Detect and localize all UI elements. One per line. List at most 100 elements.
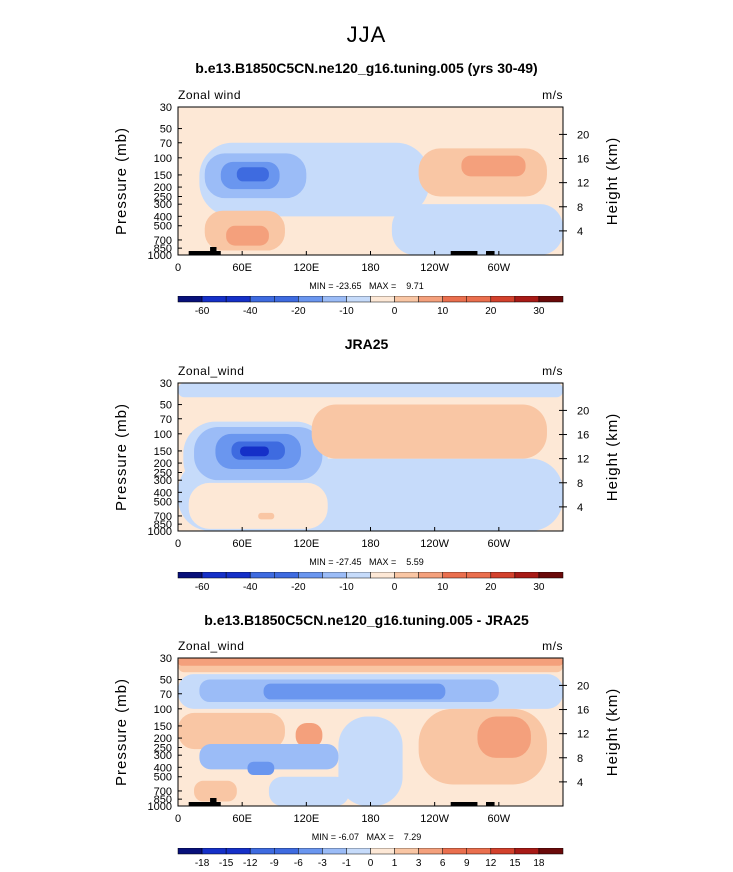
y2-axis-label: Height (km) — [604, 137, 621, 226]
y-tick-label: 850 — [154, 243, 172, 255]
colorbar-swatch — [442, 296, 467, 303]
y-tick-label: 850 — [154, 519, 172, 531]
y-tick-label: 100 — [154, 153, 172, 165]
min-max-stats: MIN = -6.07 MAX = 7.29 — [311, 832, 422, 842]
y-tick-label: 500 — [154, 772, 172, 784]
colorbar-swatch — [201, 296, 227, 303]
colorbar-swatch — [177, 848, 203, 855]
y-tick-label: 1000 — [148, 526, 172, 538]
colorbar-label: -10 — [339, 582, 354, 593]
contour-region — [295, 723, 323, 748]
y2-tick-label: 12 — [577, 729, 589, 741]
colorbar: -60 -40 -20 -10 0 10 20 30 — [177, 296, 564, 317]
colorbar-label: 30 — [533, 306, 545, 317]
colorbar: -60 -40 -20 -10 0 10 20 30 — [177, 572, 564, 593]
colorbar-label: -12 — [243, 858, 258, 869]
y-tick-label: 1000 — [148, 801, 172, 813]
colorbar-swatch — [490, 296, 516, 303]
contour-region — [477, 716, 531, 758]
y-tick-label: 850 — [154, 794, 172, 806]
y2-axis-label: Height (km) — [604, 413, 621, 502]
x-tick-label: 60W — [488, 262, 511, 274]
colorbar-swatch — [394, 572, 419, 579]
x-tick-label: 120E — [293, 262, 319, 274]
colorbar-label: 1 — [392, 858, 398, 869]
y-tick-label: 200 — [154, 182, 172, 194]
colorbar-label: -18 — [195, 858, 210, 869]
colorbar-swatch — [418, 296, 443, 303]
topography-mask — [188, 251, 221, 255]
x-tick-label: 0 — [175, 813, 181, 825]
x-tick-label: 60W — [488, 538, 511, 550]
colorbar-swatch — [346, 848, 371, 855]
y2-tick-label: 20 — [577, 680, 589, 692]
colorbar-label: 20 — [485, 582, 497, 593]
colorbar-swatch — [514, 296, 540, 303]
y-tick-label: 70 — [160, 689, 172, 701]
colorbar-label: -40 — [243, 306, 258, 317]
topography-mask — [450, 251, 478, 255]
colorbar-swatch — [322, 296, 347, 303]
y-tick-label: 700 — [154, 786, 172, 798]
colorbar-swatch — [225, 296, 251, 303]
variable-label: Zonal_wind — [178, 639, 244, 653]
y-tick-label: 1000 — [148, 250, 172, 262]
topography-mask — [486, 802, 495, 806]
colorbar-swatch — [249, 296, 275, 303]
colorbar-swatch — [490, 848, 516, 855]
colorbar-swatch — [394, 848, 419, 855]
colorbar-swatch — [298, 848, 323, 855]
units-label: m/s — [542, 639, 563, 653]
y-tick-label: 30 — [160, 378, 172, 390]
colorbar-swatch — [177, 572, 203, 579]
colorbar-label: -15 — [219, 858, 234, 869]
y-tick-label: 150 — [154, 721, 172, 733]
colorbar-swatch — [442, 848, 467, 855]
figure-title: JJA — [346, 22, 387, 47]
x-tick-label: 60W — [488, 813, 511, 825]
colorbar-swatch — [249, 848, 275, 855]
colorbar-swatch — [201, 572, 227, 579]
y-tick-label: 150 — [154, 170, 172, 182]
contour-region — [247, 761, 275, 776]
x-tick-label: 120W — [420, 538, 449, 550]
y2-tick-label: 16 — [577, 154, 589, 166]
units-label: m/s — [542, 364, 563, 378]
y2-tick-label: 20 — [577, 405, 589, 417]
y2-tick-label: 8 — [577, 202, 583, 214]
y2-tick-label: 12 — [577, 454, 589, 466]
panel-title: b.e13.B1850C5CN.ne120_g16.tuning.005 - J… — [204, 612, 529, 628]
units-label: m/s — [542, 88, 563, 102]
y2-tick-label: 4 — [577, 777, 583, 789]
colorbar-swatch — [418, 848, 443, 855]
contour-region — [391, 204, 563, 255]
y-axis-label: Pressure (mb) — [113, 403, 130, 511]
y-axis-label: Pressure (mb) — [113, 678, 130, 786]
y-tick-label: 100 — [154, 704, 172, 716]
contour-region — [240, 446, 269, 457]
contour-region — [199, 743, 339, 770]
y-tick-label: 30 — [160, 102, 172, 114]
contour-region — [311, 404, 547, 459]
topography-mask — [188, 802, 221, 806]
y-tick-label: 700 — [154, 235, 172, 247]
y-tick-label: 400 — [154, 487, 172, 499]
y2-tick-label: 20 — [577, 129, 589, 141]
y-tick-label: 50 — [160, 675, 172, 687]
contour-region — [178, 658, 563, 666]
panel-title: b.e13.B1850C5CN.ne120_g16.tuning.005 (yr… — [195, 60, 538, 76]
topography-mask — [450, 802, 478, 806]
colorbar-swatch — [274, 848, 299, 855]
x-tick-label: 60E — [232, 538, 252, 550]
y-tick-label: 200 — [154, 733, 172, 745]
contour-region — [226, 225, 269, 246]
colorbar-label: 0 — [392, 306, 398, 317]
y-tick-label: 200 — [154, 458, 172, 470]
colorbar-label: -3 — [318, 858, 327, 869]
colorbar-label: 0 — [368, 858, 374, 869]
y-tick-label: 700 — [154, 511, 172, 523]
colorbar-swatch — [298, 296, 323, 303]
colorbar-swatch — [322, 848, 347, 855]
contour-region — [263, 683, 446, 700]
x-tick-label: 180 — [361, 262, 379, 274]
